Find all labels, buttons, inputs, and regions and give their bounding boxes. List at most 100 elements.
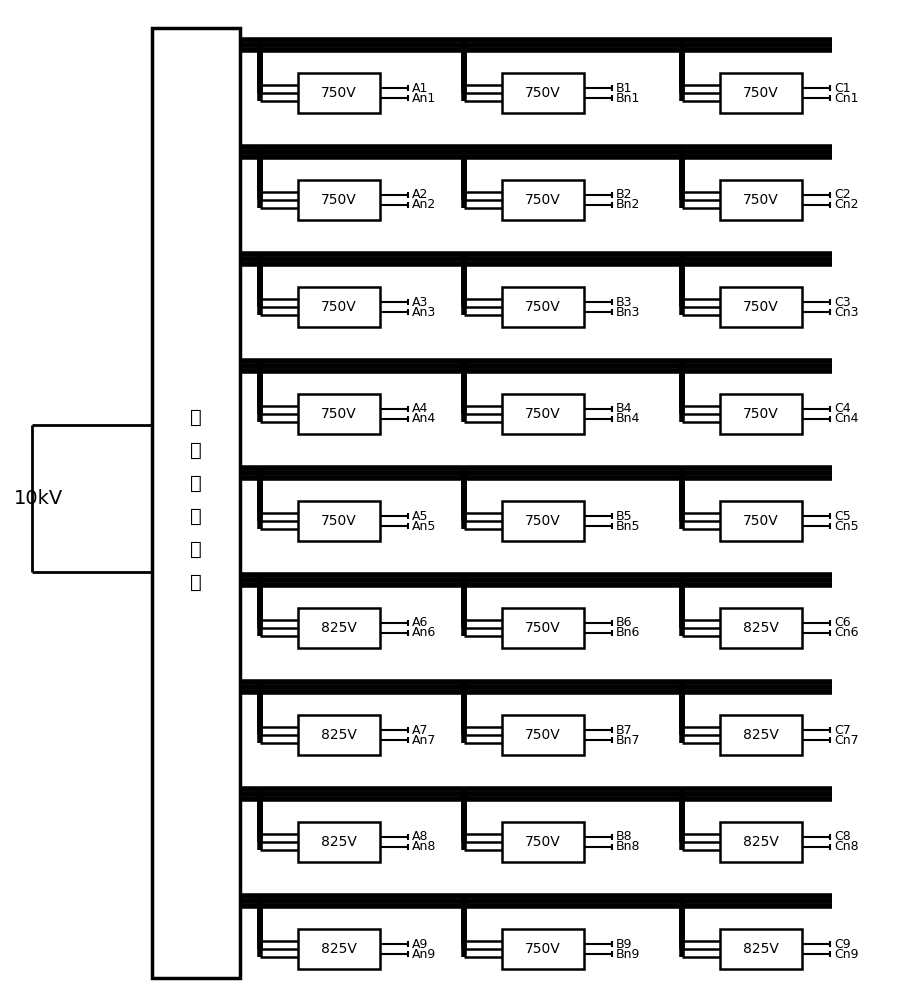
Bar bbox=[501, 73, 583, 113]
Text: C2: C2 bbox=[833, 188, 850, 202]
Text: 825V: 825V bbox=[321, 942, 356, 956]
Text: 750V: 750V bbox=[525, 300, 560, 314]
Bar bbox=[501, 501, 583, 541]
Text: An6: An6 bbox=[412, 626, 435, 640]
Text: An1: An1 bbox=[412, 92, 435, 104]
Bar bbox=[501, 929, 583, 969]
Text: 750V: 750V bbox=[321, 514, 356, 528]
Text: 750V: 750V bbox=[321, 407, 356, 421]
Bar bbox=[719, 929, 801, 969]
Text: A9: A9 bbox=[412, 938, 428, 950]
Text: 825V: 825V bbox=[321, 728, 356, 742]
Text: C7: C7 bbox=[833, 724, 850, 736]
Text: B4: B4 bbox=[615, 402, 632, 416]
Text: Bn3: Bn3 bbox=[615, 306, 640, 318]
Bar bbox=[501, 608, 583, 648]
Text: Bn8: Bn8 bbox=[615, 840, 640, 854]
Bar bbox=[719, 822, 801, 862]
Text: 750V: 750V bbox=[742, 86, 778, 100]
Text: B6: B6 bbox=[615, 616, 632, 630]
Text: Bn9: Bn9 bbox=[615, 948, 640, 960]
Text: 10kV: 10kV bbox=[14, 489, 63, 508]
Bar bbox=[298, 608, 380, 648]
Text: 750V: 750V bbox=[525, 193, 560, 207]
Text: B2: B2 bbox=[615, 188, 632, 202]
Bar bbox=[298, 180, 380, 220]
Text: 825V: 825V bbox=[742, 728, 778, 742]
Text: C9: C9 bbox=[833, 938, 850, 950]
Text: Cn3: Cn3 bbox=[833, 306, 857, 318]
Text: 825V: 825V bbox=[321, 621, 356, 635]
Text: An9: An9 bbox=[412, 948, 435, 960]
Bar bbox=[298, 73, 380, 113]
Text: Cn6: Cn6 bbox=[833, 626, 857, 640]
Text: A8: A8 bbox=[412, 830, 428, 844]
Text: Bn2: Bn2 bbox=[615, 198, 640, 212]
Text: Cn4: Cn4 bbox=[833, 412, 857, 426]
Bar bbox=[298, 287, 380, 327]
Text: C6: C6 bbox=[833, 616, 850, 630]
Text: C3: C3 bbox=[833, 296, 850, 308]
Text: 750V: 750V bbox=[525, 621, 560, 635]
Text: 750V: 750V bbox=[742, 300, 778, 314]
Text: Cn7: Cn7 bbox=[833, 734, 857, 746]
Bar bbox=[719, 180, 801, 220]
Text: 750V: 750V bbox=[742, 514, 778, 528]
Text: 825V: 825V bbox=[742, 621, 778, 635]
Text: 750V: 750V bbox=[742, 193, 778, 207]
Text: 多: 多 bbox=[189, 408, 201, 427]
Text: C5: C5 bbox=[833, 510, 850, 522]
Text: 器: 器 bbox=[189, 573, 201, 592]
Text: Cn5: Cn5 bbox=[833, 520, 857, 532]
Text: 压: 压 bbox=[189, 540, 201, 559]
Text: A1: A1 bbox=[412, 82, 428, 95]
Text: Cn2: Cn2 bbox=[833, 198, 857, 212]
Text: 750V: 750V bbox=[525, 835, 560, 849]
Text: Cn9: Cn9 bbox=[833, 948, 857, 960]
Text: A2: A2 bbox=[412, 188, 428, 202]
Bar bbox=[719, 287, 801, 327]
Bar bbox=[501, 394, 583, 434]
Text: An8: An8 bbox=[412, 840, 435, 854]
Text: An3: An3 bbox=[412, 306, 435, 318]
Text: C4: C4 bbox=[833, 402, 850, 416]
Text: 绕: 绕 bbox=[189, 441, 201, 460]
Text: B7: B7 bbox=[615, 724, 632, 736]
Text: A4: A4 bbox=[412, 402, 428, 416]
Bar bbox=[298, 929, 380, 969]
Text: Bn6: Bn6 bbox=[615, 626, 640, 640]
Text: 组: 组 bbox=[189, 474, 201, 493]
Text: Bn4: Bn4 bbox=[615, 412, 640, 426]
Text: B5: B5 bbox=[615, 510, 632, 522]
Text: An7: An7 bbox=[412, 734, 435, 746]
Text: 825V: 825V bbox=[742, 942, 778, 956]
Text: A7: A7 bbox=[412, 724, 428, 736]
Text: C8: C8 bbox=[833, 830, 850, 844]
Text: 750V: 750V bbox=[525, 514, 560, 528]
Bar bbox=[298, 715, 380, 755]
Bar bbox=[719, 501, 801, 541]
Text: Bn5: Bn5 bbox=[615, 520, 640, 532]
Text: 750V: 750V bbox=[321, 300, 356, 314]
Text: 825V: 825V bbox=[321, 835, 356, 849]
Bar bbox=[152, 28, 240, 978]
Bar bbox=[298, 394, 380, 434]
Text: 825V: 825V bbox=[742, 835, 778, 849]
Bar bbox=[719, 715, 801, 755]
Text: A3: A3 bbox=[412, 296, 428, 308]
Text: Bn7: Bn7 bbox=[615, 734, 640, 746]
Text: An2: An2 bbox=[412, 198, 435, 212]
Text: 750V: 750V bbox=[525, 86, 560, 100]
Text: 750V: 750V bbox=[525, 728, 560, 742]
Bar bbox=[501, 822, 583, 862]
Bar bbox=[298, 822, 380, 862]
Bar bbox=[501, 287, 583, 327]
Text: 750V: 750V bbox=[525, 407, 560, 421]
Text: 750V: 750V bbox=[321, 86, 356, 100]
Text: C1: C1 bbox=[833, 82, 850, 95]
Bar bbox=[501, 180, 583, 220]
Text: A6: A6 bbox=[412, 616, 428, 630]
Text: 750V: 750V bbox=[321, 193, 356, 207]
Text: 变: 变 bbox=[189, 507, 201, 526]
Bar bbox=[501, 715, 583, 755]
